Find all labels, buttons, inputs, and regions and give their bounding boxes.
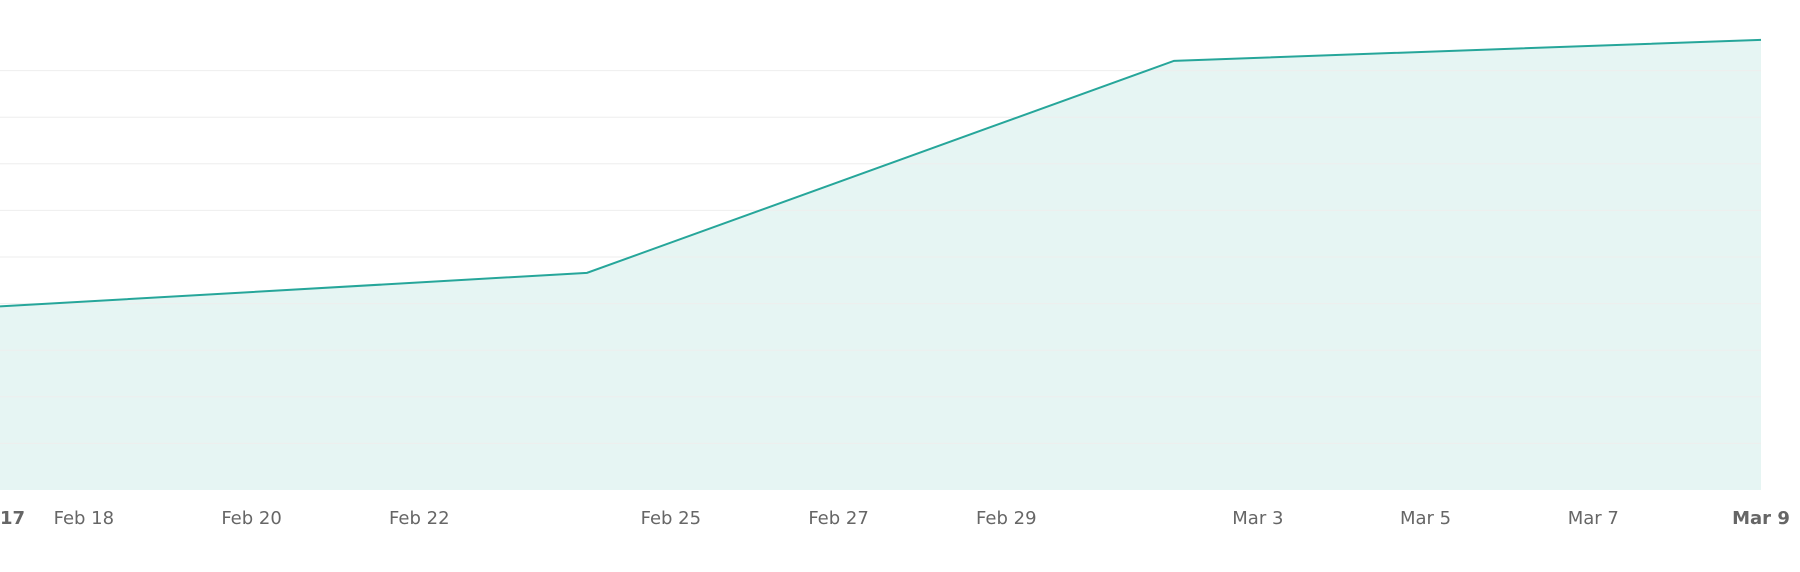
x-tick-label: Feb 22 xyxy=(389,508,450,529)
x-tick-label: Feb 29 xyxy=(976,508,1037,529)
x-tick-label: Mar 3 xyxy=(1232,508,1283,529)
area-fill xyxy=(0,39,1761,491)
x-tick-label: Feb 20 xyxy=(221,508,282,529)
x-tick-label: Mar 5 xyxy=(1400,508,1451,529)
x-tick-label: Mar 9 xyxy=(1732,508,1790,529)
line xyxy=(0,38,1762,308)
x-tick-label: Mar 7 xyxy=(1568,508,1619,529)
x-tick-label: Feb 25 xyxy=(641,508,702,529)
x-tick-label: Feb 27 xyxy=(808,508,869,529)
x-tick-label: Feb 18 xyxy=(54,508,115,529)
x-tick-label: 17 xyxy=(0,508,25,529)
